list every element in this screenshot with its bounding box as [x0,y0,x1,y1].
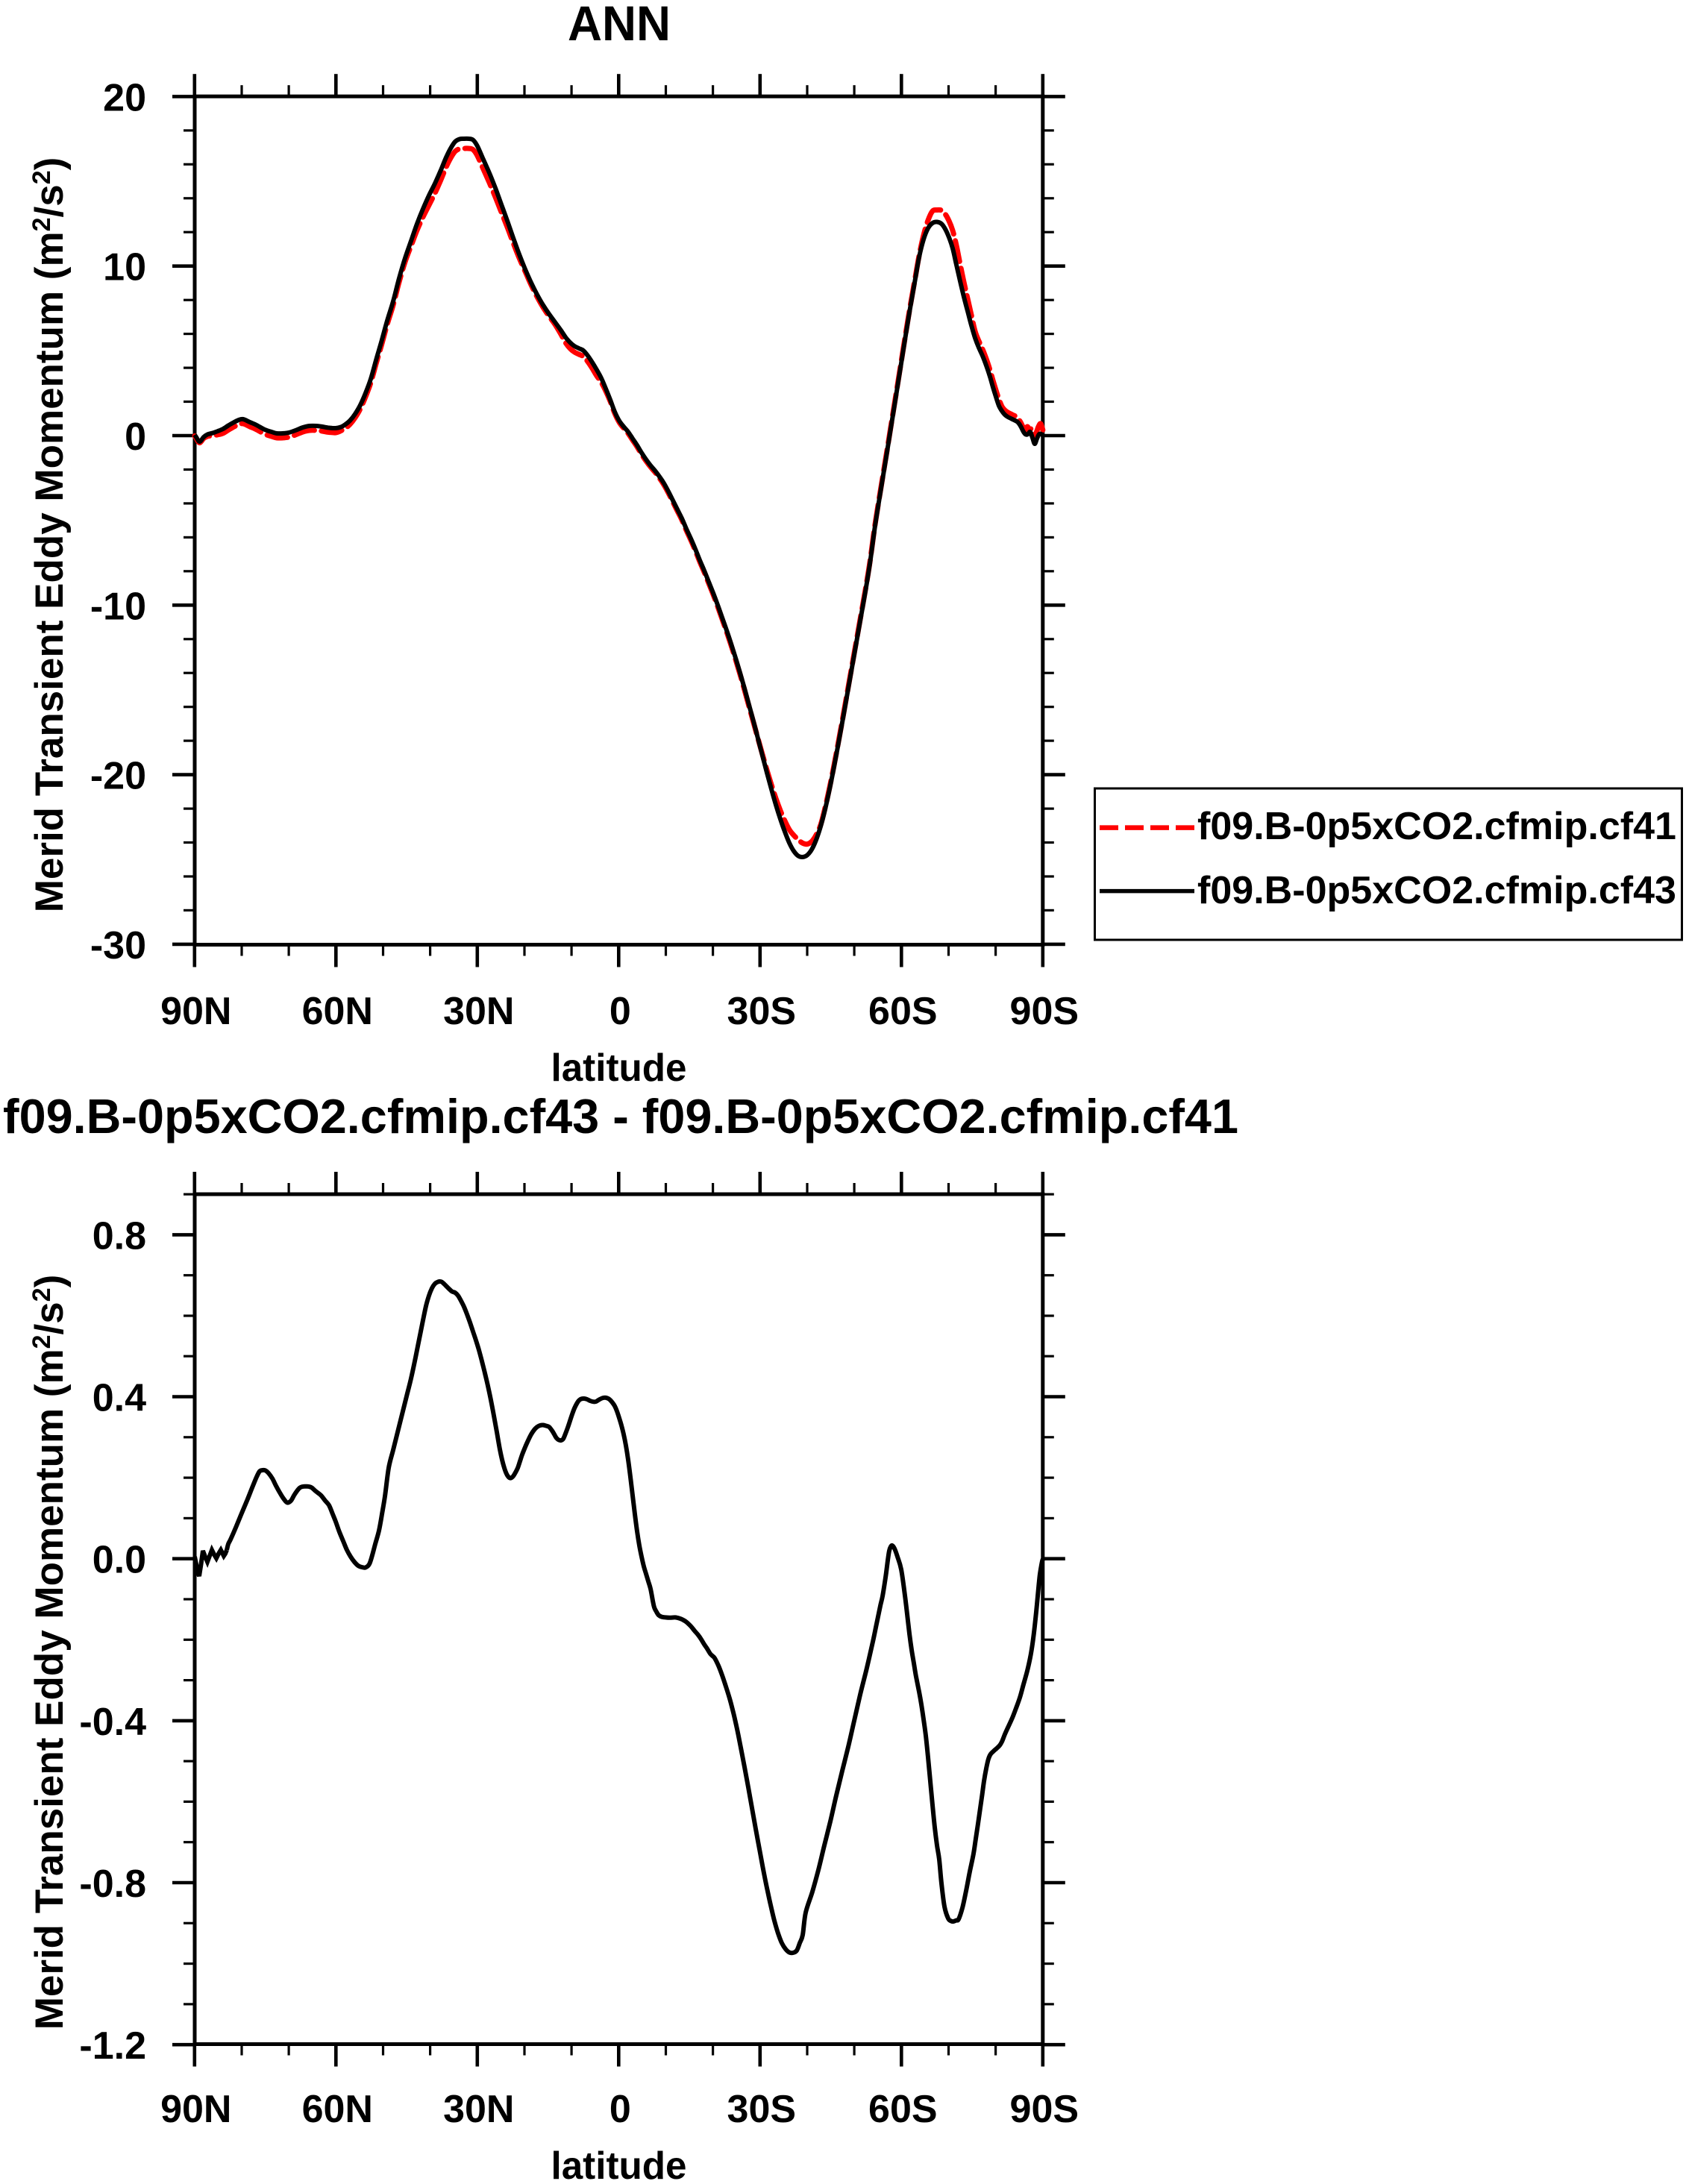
svg-text:90N: 90N [160,990,231,1033]
svg-text:30N: 30N [443,2088,514,2131]
svg-text:20: 20 [103,76,146,119]
svg-text:-0.8: -0.8 [79,1863,146,1906]
svg-text:-1.2: -1.2 [79,2024,146,2068]
svg-text:60S: 60S [868,2088,938,2131]
svg-text:90S: 90S [1010,2088,1079,2131]
svg-text:ANN: ANN [568,0,671,51]
svg-text:30N: 30N [443,990,514,1033]
svg-text:90N: 90N [160,2088,231,2131]
svg-text:60N: 60N [302,990,373,1033]
svg-text:30S: 30S [727,990,797,1033]
svg-text:f09.B-0p5xCO2.cfmip.cf41: f09.B-0p5xCO2.cfmip.cf41 [1197,805,1676,848]
svg-text:30S: 30S [727,2088,797,2131]
svg-text:0.4: 0.4 [93,1377,146,1420]
svg-text:f09.B-0p5xCO2.cfmip.cf43 - f09: f09.B-0p5xCO2.cfmip.cf43 - f09.B-0p5xCO2… [3,1089,1238,1143]
svg-text:60N: 60N [302,2088,373,2131]
svg-text:-0.4: -0.4 [79,1701,146,1744]
svg-text:latitude: latitude [551,2144,687,2184]
svg-text:-20: -20 [90,755,146,798]
svg-text:0.0: 0.0 [93,1539,146,1582]
svg-text:0: 0 [125,415,146,459]
svg-text:0: 0 [609,990,631,1033]
svg-text:-30: -30 [90,924,146,967]
svg-text:f09.B-0p5xCO2.cfmip.cf43: f09.B-0p5xCO2.cfmip.cf43 [1197,869,1676,912]
svg-text:60S: 60S [868,990,938,1033]
svg-text:latitude: latitude [551,1046,687,1090]
svg-text:-10: -10 [90,585,146,628]
svg-text:10: 10 [103,246,146,289]
svg-text:0.8: 0.8 [93,1214,146,1258]
svg-text:90S: 90S [1010,990,1079,1033]
svg-text:0: 0 [609,2088,631,2131]
svg-text:Merid Transient Eddy Momentum: Merid Transient Eddy Momentum (m2/s2) [28,157,72,913]
svg-text:Merid Transient Eddy Momentum: Merid Transient Eddy Momentum (m2/s2) [28,1275,72,2030]
